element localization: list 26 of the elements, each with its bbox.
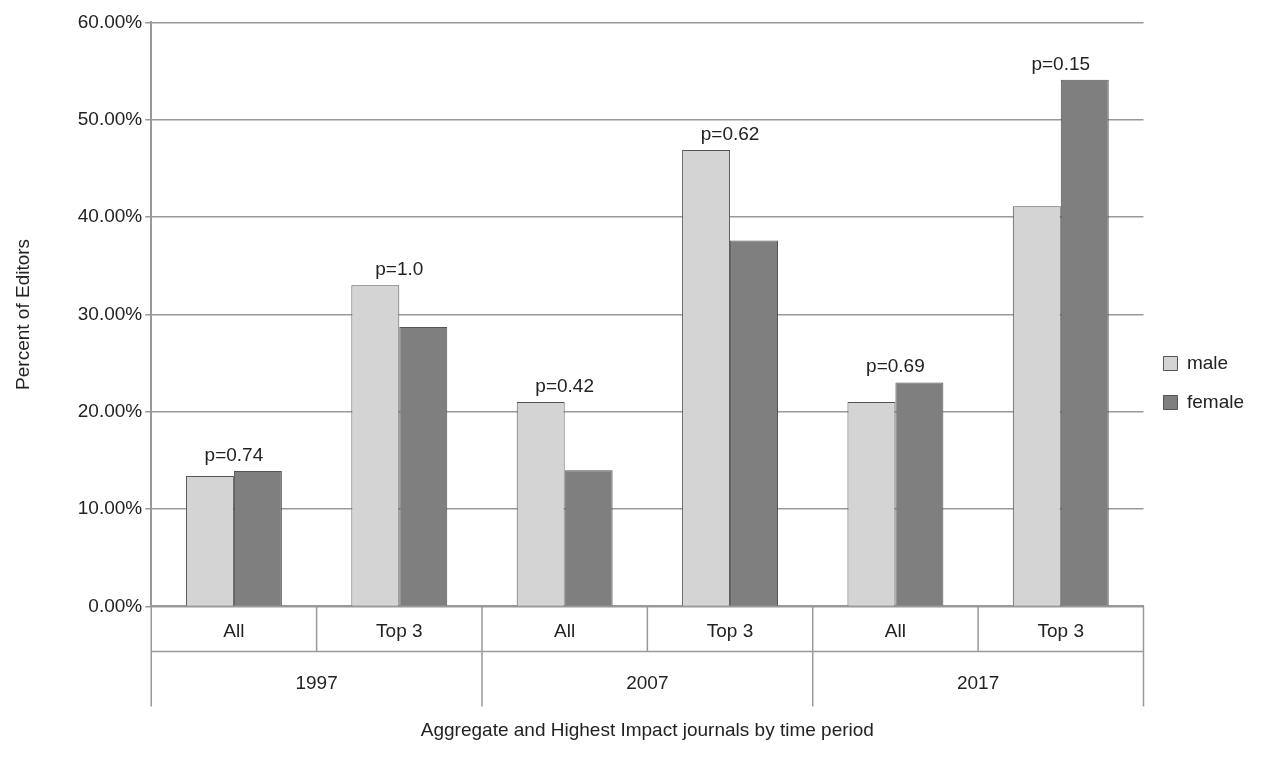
annotation: p=0.74 [204, 443, 264, 465]
y-tick-label: 50.00% [77, 107, 143, 129]
x-tick-label: All [554, 620, 576, 642]
x-tick-label: Top 3 [706, 620, 754, 642]
y-axis-title: Percent of Editors [11, 238, 33, 390]
x-tick-label: Top 3 [1037, 620, 1085, 642]
text: 2017 [956, 671, 1000, 693]
y-tick-label: 20.00% [77, 399, 143, 421]
y-tick-label: 10.00% [77, 497, 143, 519]
x-axis-title: Aggregate and Highest Impact journals by time period [420, 718, 874, 740]
annotation: p=0.69 [866, 355, 925, 377]
y-tick-label: 40.00% [77, 205, 143, 227]
y-tick-label: 60.00% [77, 10, 143, 32]
annotation: p=0.62 [700, 122, 760, 144]
annotation: p=1.0 [375, 257, 424, 279]
legend-label: female [1186, 390, 1244, 412]
y-tick-label: 30.00% [77, 302, 143, 324]
legend-label: male [1186, 351, 1229, 373]
x-tick-label: All [223, 620, 245, 642]
x-tick-label: Top 3 [376, 620, 423, 642]
x-tick-label: All [884, 620, 906, 642]
annotation: p=0.42 [535, 374, 594, 396]
y-tick-label: 0.00% [88, 594, 143, 616]
text: 2007 [626, 671, 669, 693]
text: 1997 [295, 671, 338, 693]
annotation: p=0.15 [1031, 52, 1091, 74]
